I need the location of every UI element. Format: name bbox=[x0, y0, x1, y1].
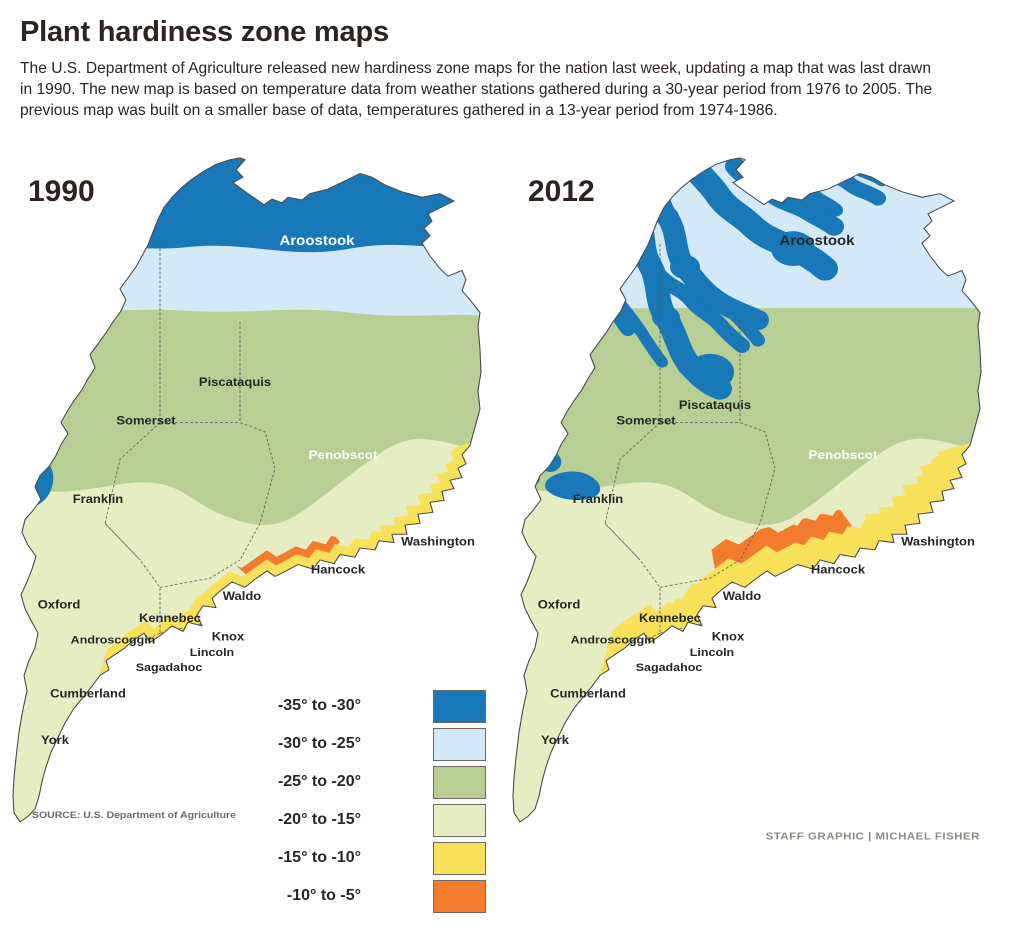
svg-text:Aroostook: Aroostook bbox=[780, 233, 856, 248]
svg-text:Lincoln: Lincoln bbox=[690, 646, 734, 659]
svg-text:Hancock: Hancock bbox=[311, 563, 365, 576]
svg-text:Oxford: Oxford bbox=[38, 598, 81, 611]
svg-text:Penobscot: Penobscot bbox=[809, 448, 879, 462]
svg-text:SOURCE: U.S. Department of Agr: SOURCE: U.S. Department of Agriculture bbox=[32, 811, 236, 822]
svg-text:Cumberland: Cumberland bbox=[550, 687, 626, 700]
svg-text:Piscataquis: Piscataquis bbox=[679, 398, 751, 411]
svg-text:Hancock: Hancock bbox=[811, 563, 865, 576]
svg-text:Washington: Washington bbox=[401, 535, 475, 548]
svg-text:Oxford: Oxford bbox=[538, 598, 581, 611]
svg-text:Waldo: Waldo bbox=[723, 590, 762, 603]
svg-text:York: York bbox=[41, 734, 69, 747]
svg-text:Cumberland: Cumberland bbox=[50, 687, 126, 700]
svg-text:Kennebec: Kennebec bbox=[639, 612, 701, 625]
svg-text:Washington: Washington bbox=[901, 535, 975, 548]
svg-text:Knox: Knox bbox=[712, 630, 745, 643]
svg-text:Sagadahoc: Sagadahoc bbox=[636, 660, 703, 673]
svg-text:Franklin: Franklin bbox=[73, 493, 124, 506]
svg-text:Kennebec: Kennebec bbox=[139, 612, 201, 625]
svg-text:Knox: Knox bbox=[212, 630, 245, 643]
svg-text:Franklin: Franklin bbox=[573, 493, 624, 506]
svg-text:Waldo: Waldo bbox=[223, 590, 262, 603]
svg-text:STAFF GRAPHIC | MICHAEL FISHER: STAFF GRAPHIC | MICHAEL FISHER bbox=[766, 831, 980, 842]
svg-text:Sagadahoc: Sagadahoc bbox=[136, 660, 203, 673]
svg-text:Aroostook: Aroostook bbox=[280, 233, 356, 248]
svg-text:Somerset: Somerset bbox=[116, 414, 175, 427]
svg-text:York: York bbox=[541, 734, 569, 747]
svg-text:Penobscot: Penobscot bbox=[309, 448, 379, 462]
svg-text:Piscataquis: Piscataquis bbox=[199, 375, 271, 388]
svg-text:Lincoln: Lincoln bbox=[190, 646, 234, 659]
svg-text:Androscoggin: Androscoggin bbox=[571, 633, 656, 646]
svg-text:Somerset: Somerset bbox=[616, 414, 675, 427]
svg-text:Androscoggin: Androscoggin bbox=[71, 633, 156, 646]
